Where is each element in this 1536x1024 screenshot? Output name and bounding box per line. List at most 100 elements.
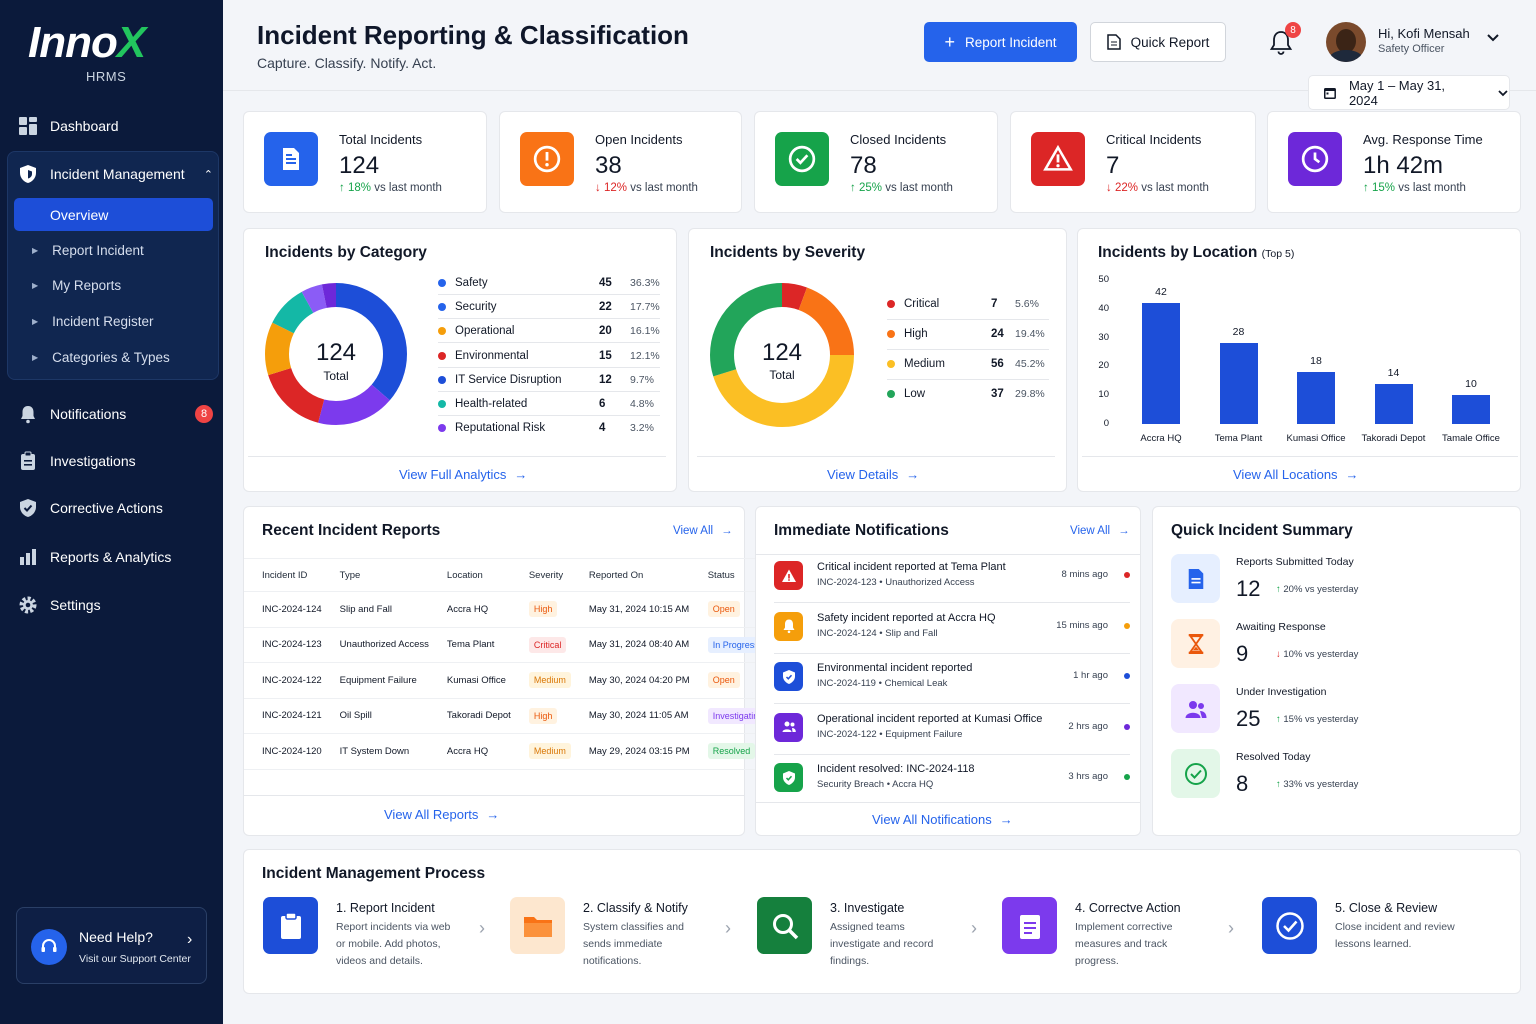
legend-item[interactable]: Medium 56 45.2% bbox=[887, 358, 1049, 370]
process-step[interactable]: 3. Investigate Assigned teams investigat… bbox=[757, 897, 967, 977]
notification-item[interactable]: Safety incident reported at Accra HQ INC… bbox=[774, 610, 1130, 646]
view-all-notifications-link[interactable]: View All Notifications → bbox=[872, 812, 1013, 827]
bar-kumasi-office[interactable] bbox=[1297, 372, 1335, 424]
table-row[interactable]: INC-2024-122 Equipment Failure Kumasi Of… bbox=[244, 662, 769, 699]
column-header[interactable]: Reported On bbox=[570, 558, 690, 592]
legend-item[interactable]: Health-related 6 4.8% bbox=[438, 398, 660, 410]
sidebar-subitem-overview[interactable]: Overview bbox=[14, 198, 213, 231]
legend-item[interactable]: Security 22 17.7% bbox=[438, 301, 660, 313]
severity-donut bbox=[710, 283, 854, 427]
donut-slice-high[interactable] bbox=[710, 283, 854, 427]
sidebar-subitem-incident-register[interactable]: ▶ Incident Register bbox=[32, 314, 153, 329]
view-all-locations-link[interactable]: View All Locations → bbox=[1233, 467, 1359, 482]
legend-item[interactable]: Low 37 29.8% bbox=[887, 388, 1049, 400]
bar-accra-hq[interactable] bbox=[1142, 303, 1180, 424]
card-divider bbox=[756, 554, 1140, 555]
recent-reports-card: Recent Incident Reports View All → Incide… bbox=[243, 506, 769, 836]
column-header[interactable]: Severity bbox=[510, 558, 571, 592]
summary-item[interactable]: Awaiting Response 9 ↓ 10% vs yesterday bbox=[1171, 619, 1381, 679]
sidebar-item-reports[interactable]: Reports & Analytics bbox=[18, 547, 171, 567]
sidebar-item-settings[interactable]: Settings bbox=[18, 595, 101, 615]
incident-id[interactable]: INC-2024-124 bbox=[244, 591, 322, 628]
sidebar-subitem-my-reports[interactable]: ▶ My Reports bbox=[32, 278, 121, 293]
notification-time: 1 hr ago bbox=[1073, 670, 1108, 681]
bar-tamale-office[interactable] bbox=[1452, 395, 1490, 424]
table-row[interactable]: INC-2024-124 Slip and Fall Accra HQ High… bbox=[244, 591, 769, 628]
column-header[interactable]: Type bbox=[321, 558, 429, 592]
trend-text: 15% vs yesterday bbox=[1283, 714, 1359, 725]
incident-id[interactable]: INC-2024-123 bbox=[244, 627, 322, 663]
column-header[interactable]: Location bbox=[428, 558, 511, 592]
notification-item[interactable]: Operational incident reported at Kumasi … bbox=[774, 711, 1130, 747]
help-card[interactable]: Need Help? Visit our Support Center › bbox=[16, 907, 207, 984]
bar-value-label: 42 bbox=[1155, 286, 1167, 299]
process-step[interactable]: 1. Report Incident Report incidents via … bbox=[263, 897, 473, 977]
legend-percent: 12.1% bbox=[630, 349, 660, 362]
card-title: Incidents by Category bbox=[265, 244, 427, 261]
kpi-card[interactable]: Total Incidents 124 ↑ 18% vs last month bbox=[243, 111, 487, 213]
legend-item[interactable]: Reputational Risk 4 3.2% bbox=[438, 422, 660, 434]
legend-item[interactable]: Environmental 15 12.1% bbox=[438, 350, 660, 362]
date-range-picker[interactable]: May 1 – May 31, 2024 bbox=[1308, 75, 1510, 110]
notification-item[interactable]: Incident resolved: INC-2024-118 Security… bbox=[774, 761, 1130, 797]
incident-type: Oil Spill bbox=[321, 698, 429, 734]
step-description: Close incident and review lessons learne… bbox=[1335, 921, 1455, 950]
incident-id[interactable]: INC-2024-120 bbox=[244, 733, 322, 770]
report-incident-button[interactable]: + Report Incident bbox=[924, 22, 1077, 62]
y-tick-label: 40 bbox=[1098, 302, 1109, 314]
bar-takoradi-depot[interactable] bbox=[1374, 383, 1413, 424]
clipboard-icon bbox=[21, 451, 35, 470]
sidebar-item-corrective-actions[interactable]: Corrective Actions bbox=[18, 498, 163, 518]
legend-item[interactable]: High 24 19.4% bbox=[887, 328, 1049, 340]
bar-value-label: 14 bbox=[1387, 366, 1400, 379]
sidebar-item-investigations[interactable]: Investigations bbox=[18, 451, 136, 471]
incident-id[interactable]: INC-2024-122 bbox=[244, 662, 322, 699]
view-all-reports-link[interactable]: View All Reports → bbox=[384, 807, 499, 822]
notifications-view-all-link[interactable]: View All → bbox=[1070, 525, 1130, 537]
donut-slice-security[interactable] bbox=[265, 283, 407, 425]
process-step[interactable]: 2. Classify & Notify System classifies a… bbox=[510, 897, 720, 977]
column-header[interactable]: Incident ID bbox=[244, 558, 322, 592]
summary-trend: ↑ 20% vs yesterday bbox=[1276, 584, 1358, 595]
sidebar-item-incident-management[interactable]: Incident Management ⌃ bbox=[18, 164, 213, 184]
view-details-link[interactable]: View Details → bbox=[827, 467, 919, 482]
donut-slice-medium[interactable] bbox=[710, 283, 854, 427]
quick-report-button[interactable]: Quick Report bbox=[1090, 22, 1226, 62]
legend-item[interactable]: Critical 7 5.6% bbox=[887, 298, 1049, 310]
kpi-card[interactable]: Critical Incidents 7 ↓ 22% vs last month bbox=[1010, 111, 1256, 213]
category-donut bbox=[265, 283, 407, 425]
summary-item[interactable]: Under Investigation 25 ↑ 15% vs yesterda… bbox=[1171, 684, 1381, 744]
sidebar-item-dashboard[interactable]: Dashboard bbox=[18, 116, 119, 136]
legend-item[interactable]: Operational 20 16.1% bbox=[438, 325, 660, 337]
summary-item[interactable]: Reports Submitted Today 12 ↑ 20% vs yest… bbox=[1171, 554, 1381, 614]
sidebar-subitem-categories[interactable]: ▶ Categories & Types bbox=[32, 350, 170, 365]
donut-slice-reputational-risk[interactable] bbox=[265, 283, 407, 425]
summary-item[interactable]: Resolved Today 8 ↑ 33% vs yesterday bbox=[1171, 749, 1381, 809]
donut-slice-environmental[interactable] bbox=[265, 283, 407, 425]
notification-item[interactable]: Environmental incident reported INC-2024… bbox=[774, 660, 1130, 696]
legend-item[interactable]: Safety 45 36.3% bbox=[438, 277, 660, 289]
kpi-card[interactable]: Avg. Response Time 1h 42m ↑ 15% vs last … bbox=[1267, 111, 1521, 213]
sidebar-item-notifications[interactable]: Notifications 8 bbox=[18, 404, 213, 424]
kpi-card[interactable]: Closed Incidents 78 ↑ 25% vs last month bbox=[754, 111, 998, 213]
table-row[interactable]: INC-2024-123 Unauthorized Access Tema Pl… bbox=[244, 627, 769, 663]
avatar[interactable] bbox=[1326, 22, 1366, 62]
sidebar-subitem-report-incident[interactable]: ▶ Report Incident bbox=[32, 243, 144, 258]
incident-id[interactable]: INC-2024-121 bbox=[244, 698, 322, 734]
kpi-card[interactable]: Open Incidents 38 ↓ 12% vs last month bbox=[499, 111, 742, 213]
recent-view-all-link[interactable]: View All → bbox=[673, 525, 733, 537]
donut-slice-low[interactable] bbox=[710, 283, 854, 427]
incident-type: Unauthorized Access bbox=[321, 627, 429, 663]
process-step[interactable]: 4. Correctve Action Implement corrective… bbox=[1002, 897, 1212, 977]
user-menu-chevron-down-icon[interactable] bbox=[1486, 30, 1500, 46]
process-step[interactable]: 5. Close & Review Close incident and rev… bbox=[1262, 897, 1472, 977]
table-row[interactable]: INC-2024-121 Oil Spill Takoradi Depot Hi… bbox=[244, 698, 769, 734]
bar-tema-plant[interactable] bbox=[1219, 343, 1258, 424]
legend-percent: 29.8% bbox=[1015, 388, 1045, 400]
legend-item[interactable]: IT Service Disruption 12 9.7% bbox=[438, 374, 660, 386]
notifications-bell[interactable]: 8 bbox=[1268, 22, 1301, 61]
notification-item[interactable]: Critical incident reported at Tema Plant… bbox=[774, 559, 1130, 595]
view-full-analytics-link[interactable]: View Full Analytics → bbox=[399, 467, 527, 482]
logo[interactable]: InnoX bbox=[28, 18, 146, 67]
table-row[interactable]: INC-2024-120 IT System Down Accra HQ Med… bbox=[244, 733, 769, 770]
